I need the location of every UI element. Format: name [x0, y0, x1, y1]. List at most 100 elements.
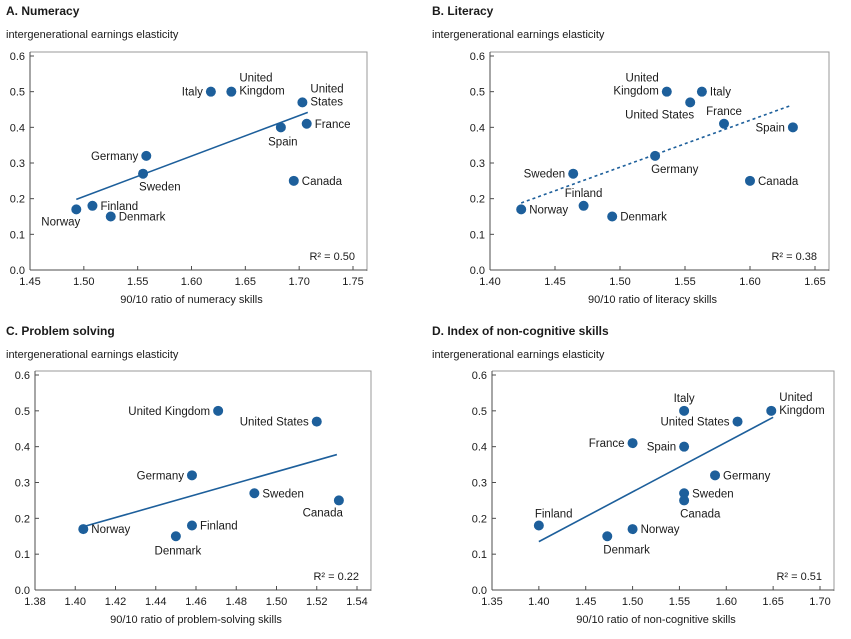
- y-tick-label: 0.0: [15, 585, 30, 597]
- point-france: [627, 438, 638, 449]
- point-canada: [679, 495, 690, 506]
- literacy-chart: B. Literacy intergenerational earnings el…: [432, 4, 830, 306]
- point-united-kingdom: [213, 405, 224, 416]
- point-label-denmark: Denmark: [155, 545, 202, 557]
- x-axis-label: 90/10 ratio of problem-solving skills: [110, 614, 282, 626]
- point-germany: [141, 150, 152, 161]
- x-tick-label: 1.54: [346, 596, 367, 608]
- point-label-finland: Finland: [200, 521, 238, 533]
- x-tick-label: 1.45: [575, 596, 596, 608]
- y-tick-label: 0.0: [470, 265, 485, 277]
- y-tick-label: 0.1: [472, 549, 487, 561]
- point-germany: [710, 470, 721, 481]
- x-tick-label: 1.70: [288, 276, 309, 288]
- panel-problem-solving: C. Problem solving intergenerational earn…: [0, 320, 425, 639]
- point-label-spain: Spain: [755, 122, 784, 134]
- point-sweden: [138, 168, 149, 179]
- panel-non-cognitive: D. Index of non-cognitive skills intergen…: [426, 320, 851, 639]
- point-label-sweden: Sweden: [692, 488, 734, 500]
- r-squared-label: R² = 0.22: [313, 571, 359, 583]
- point-finland: [578, 200, 589, 211]
- point-label-denmark: Denmark: [119, 212, 166, 224]
- point-label-germany: Germany: [723, 470, 771, 482]
- panel-title: C. Problem solving: [6, 324, 115, 338]
- point-label-germany: Germany: [137, 470, 185, 482]
- point-france: [301, 118, 312, 129]
- point-label-germany: Germany: [91, 151, 139, 163]
- point-norway: [516, 204, 527, 215]
- x-tick-label: 1.55: [669, 596, 690, 608]
- x-tick-label: 1.50: [73, 276, 94, 288]
- point-denmark: [105, 211, 116, 222]
- y-tick-label: 0.6: [15, 370, 30, 382]
- point-italy: [679, 405, 690, 416]
- y-tick-label: 0.4: [470, 122, 485, 134]
- r-squared-label: R² = 0.51: [776, 571, 822, 583]
- panel-title: B. Literacy: [432, 4, 494, 18]
- point-united-states: [732, 416, 743, 427]
- regression-line: [76, 111, 309, 201]
- x-tick-label: 1.50: [266, 596, 287, 608]
- point-germany: [650, 150, 661, 161]
- point-label-norway: Norway: [641, 524, 680, 536]
- y-tick-label: 0.4: [15, 442, 30, 454]
- y-axis-label: intergenerational earnings elasticity: [432, 349, 605, 361]
- y-tick-label: 0.2: [15, 513, 30, 525]
- point-label-italy: Italy: [710, 87, 731, 99]
- plot-frame: [492, 370, 835, 591]
- point-label-sweden: Sweden: [524, 169, 566, 181]
- point-label-finland: Finland: [565, 188, 603, 200]
- point-united-kingdom: [766, 405, 777, 416]
- y-tick-label: 0.0: [472, 585, 487, 597]
- y-axis-label: intergenerational earnings elasticity: [6, 29, 179, 41]
- point-label-france: France: [706, 106, 742, 118]
- point-label-spain: Spain: [647, 442, 676, 454]
- panel-numeracy: A. Numeracy intergenerational earnings el…: [0, 0, 425, 319]
- point-italy: [696, 86, 707, 97]
- x-tick-label: 1.60: [739, 276, 760, 288]
- panel-title: D. Index of non-cognitive skills: [432, 324, 609, 338]
- y-tick-label: 0.5: [15, 406, 30, 418]
- y-tick-label: 0.4: [10, 122, 25, 134]
- point-label-united-kingdom: United Kingdom: [128, 406, 210, 418]
- point-sweden: [249, 488, 260, 499]
- y-axis-label: intergenerational earnings elasticity: [432, 29, 605, 41]
- point-sweden: [568, 168, 579, 179]
- point-label-sweden: Sweden: [139, 182, 181, 194]
- y-tick-label: 0.3: [472, 478, 487, 490]
- point-label-united-states: United States: [660, 417, 729, 429]
- y-tick-label: 0.6: [470, 51, 485, 63]
- point-denmark: [602, 531, 613, 542]
- point-denmark: [170, 531, 181, 542]
- point-finland: [87, 200, 98, 211]
- x-tick-label: 1.60: [181, 276, 202, 288]
- y-tick-label: 0.6: [10, 51, 25, 63]
- x-tick-label: 1.40: [65, 596, 86, 608]
- y-tick-label: 0.5: [10, 87, 25, 99]
- point-united-states: [685, 97, 696, 108]
- y-tick-label: 0.6: [472, 370, 487, 382]
- point-spain: [679, 441, 690, 452]
- point-label-united-kingdom: United Kingdom: [613, 73, 658, 98]
- regression-line: [538, 416, 774, 543]
- point-canada: [288, 175, 299, 186]
- y-tick-label: 0.5: [472, 406, 487, 418]
- point-united-kingdom: [661, 86, 672, 97]
- x-tick-label: 1.40: [479, 276, 500, 288]
- y-tick-label: 0.2: [470, 194, 485, 206]
- point-label-united-kingdom: United Kingdom: [239, 73, 284, 98]
- x-tick-label: 1.65: [762, 596, 783, 608]
- point-united-states: [297, 97, 308, 108]
- point-label-italy: Italy: [182, 87, 203, 99]
- y-tick-label: 0.5: [470, 87, 485, 99]
- y-tick-label: 0.3: [15, 478, 30, 490]
- point-finland: [533, 520, 544, 531]
- point-italy: [205, 86, 216, 97]
- x-tick-label: 1.55: [127, 276, 148, 288]
- point-denmark: [607, 211, 618, 222]
- x-tick-label: 1.45: [19, 276, 40, 288]
- x-tick-label: 1.48: [226, 596, 247, 608]
- panel-title: A. Numeracy: [6, 4, 80, 18]
- x-axis-label: 90/10 ratio of non-cognitive skills: [576, 614, 736, 626]
- plot-frame: [35, 370, 372, 591]
